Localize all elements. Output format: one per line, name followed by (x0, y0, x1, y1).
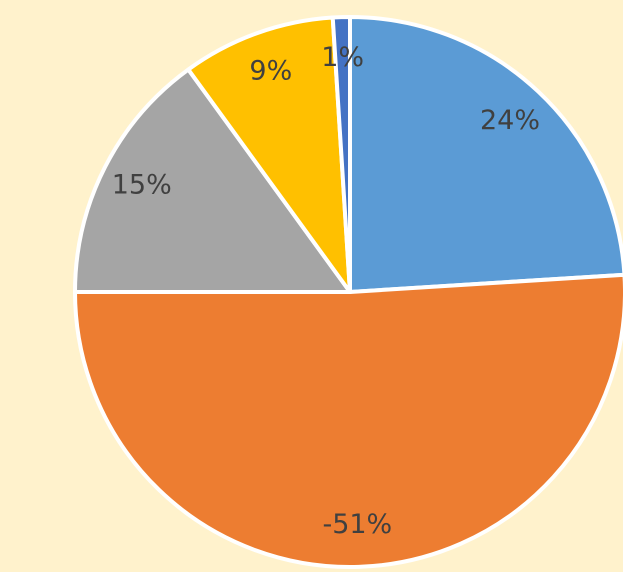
pie-slice (186, 15, 352, 294)
pie-slice (348, 15, 623, 294)
pie-slice (73, 67, 352, 294)
pie-slice (330, 15, 352, 294)
data-label: 15% (112, 169, 172, 200)
data-label: 1% (321, 42, 364, 73)
data-label: 9% (249, 56, 292, 87)
pie-slice (73, 272, 623, 569)
data-label: -51% (322, 509, 392, 540)
data-label: 24% (480, 105, 540, 136)
